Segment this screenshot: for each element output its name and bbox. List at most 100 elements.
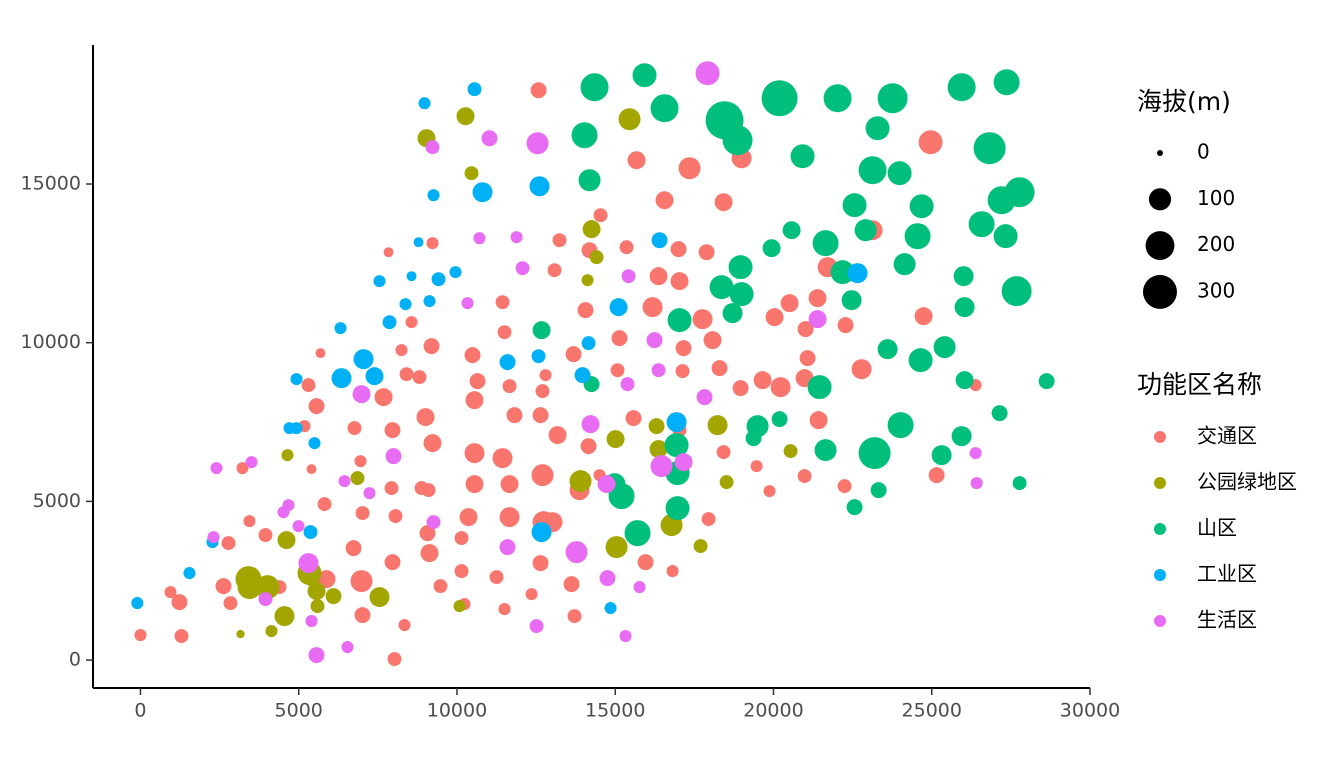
point bbox=[701, 512, 716, 527]
point bbox=[532, 321, 551, 340]
point bbox=[530, 82, 547, 99]
point bbox=[993, 224, 1018, 249]
point bbox=[709, 275, 734, 300]
point bbox=[453, 600, 466, 613]
point bbox=[569, 470, 592, 493]
point bbox=[814, 439, 837, 462]
point bbox=[298, 553, 319, 574]
point bbox=[761, 80, 798, 117]
size-legend-label: 300 bbox=[1197, 278, 1235, 302]
point bbox=[619, 630, 632, 643]
point bbox=[696, 389, 713, 406]
point bbox=[245, 456, 258, 469]
point bbox=[131, 597, 144, 610]
point bbox=[698, 244, 715, 261]
point bbox=[567, 609, 582, 624]
point bbox=[363, 487, 376, 500]
point bbox=[506, 407, 523, 424]
point bbox=[433, 579, 448, 594]
point bbox=[993, 69, 1020, 96]
point bbox=[406, 271, 417, 282]
point bbox=[870, 482, 887, 499]
point bbox=[655, 191, 674, 210]
point bbox=[675, 364, 690, 379]
point bbox=[955, 371, 974, 390]
point bbox=[171, 594, 188, 611]
point bbox=[593, 208, 608, 223]
point bbox=[973, 132, 1006, 165]
point bbox=[571, 122, 598, 149]
point bbox=[421, 483, 436, 498]
legend-label: 生活区 bbox=[1197, 608, 1257, 632]
point bbox=[858, 156, 887, 185]
point bbox=[837, 317, 854, 334]
point bbox=[750, 460, 763, 473]
point bbox=[305, 615, 318, 628]
point bbox=[928, 467, 945, 484]
legend-label: 交通区 bbox=[1197, 424, 1257, 448]
point bbox=[548, 426, 567, 445]
point bbox=[605, 536, 628, 559]
point bbox=[648, 418, 665, 435]
size-legend-key bbox=[1145, 231, 1175, 261]
color-legend-title: 功能区名称 bbox=[1137, 370, 1262, 399]
point bbox=[846, 499, 863, 516]
point bbox=[664, 433, 689, 458]
point bbox=[633, 581, 646, 594]
point bbox=[753, 371, 772, 390]
point bbox=[597, 475, 616, 494]
point bbox=[374, 388, 393, 407]
point bbox=[449, 266, 462, 279]
point bbox=[649, 267, 668, 286]
point bbox=[609, 298, 628, 317]
point bbox=[610, 363, 625, 378]
point bbox=[301, 378, 316, 393]
point bbox=[695, 61, 720, 86]
point bbox=[481, 130, 498, 147]
point bbox=[237, 575, 262, 600]
point bbox=[719, 475, 734, 490]
point bbox=[210, 462, 223, 475]
point bbox=[714, 193, 733, 212]
point bbox=[338, 475, 351, 488]
point bbox=[580, 73, 609, 102]
point bbox=[842, 193, 867, 218]
point bbox=[765, 308, 784, 327]
point bbox=[650, 455, 673, 478]
point bbox=[582, 220, 601, 239]
point bbox=[308, 437, 321, 450]
point bbox=[405, 316, 418, 329]
point bbox=[865, 116, 890, 141]
x-tick-label: 5000 bbox=[275, 700, 323, 722]
point bbox=[420, 544, 439, 563]
point bbox=[632, 63, 657, 88]
point bbox=[427, 189, 440, 202]
point bbox=[621, 269, 636, 284]
point bbox=[243, 515, 256, 528]
point bbox=[823, 84, 852, 113]
point bbox=[830, 260, 855, 285]
point bbox=[969, 447, 982, 460]
point bbox=[134, 629, 147, 642]
point bbox=[525, 588, 538, 601]
point bbox=[473, 232, 486, 245]
point bbox=[399, 367, 414, 382]
point bbox=[611, 330, 628, 347]
point bbox=[350, 570, 373, 593]
point bbox=[207, 531, 220, 544]
point bbox=[539, 369, 552, 382]
point bbox=[456, 107, 475, 126]
point bbox=[464, 166, 479, 181]
point bbox=[498, 603, 511, 616]
point bbox=[492, 448, 513, 469]
point bbox=[642, 297, 663, 318]
size-legend-title: 海拔(m) bbox=[1137, 87, 1231, 116]
point bbox=[909, 194, 934, 219]
point bbox=[797, 469, 812, 484]
point bbox=[770, 377, 791, 398]
point bbox=[987, 186, 1016, 215]
point bbox=[578, 169, 601, 192]
point bbox=[315, 348, 326, 359]
point bbox=[666, 565, 679, 578]
point bbox=[565, 346, 582, 363]
